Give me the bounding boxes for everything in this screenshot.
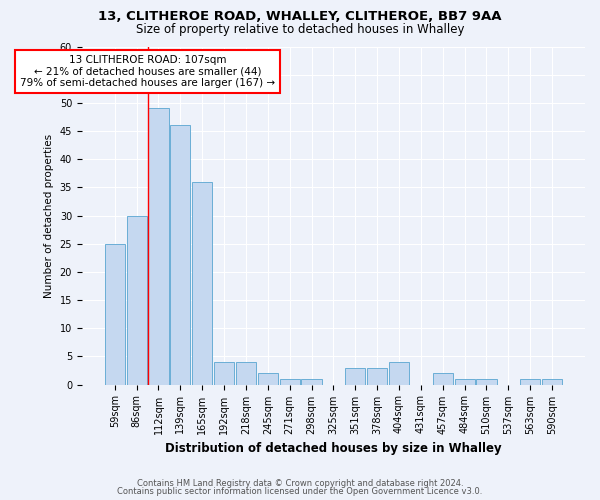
- Text: 13 CLITHEROE ROAD: 107sqm
← 21% of detached houses are smaller (44)
79% of semi-: 13 CLITHEROE ROAD: 107sqm ← 21% of detac…: [20, 55, 275, 88]
- Bar: [433, 374, 453, 384]
- Bar: [367, 368, 387, 384]
- Bar: [104, 244, 125, 384]
- Bar: [301, 379, 322, 384]
- Text: 13, CLITHEROE ROAD, WHALLEY, CLITHEROE, BB7 9AA: 13, CLITHEROE ROAD, WHALLEY, CLITHEROE, …: [98, 10, 502, 23]
- Bar: [192, 182, 212, 384]
- Bar: [389, 362, 409, 384]
- Text: Contains public sector information licensed under the Open Government Licence v3: Contains public sector information licen…: [118, 487, 482, 496]
- Bar: [476, 379, 497, 384]
- Bar: [148, 108, 169, 384]
- Bar: [170, 126, 190, 384]
- Bar: [542, 379, 562, 384]
- Bar: [280, 379, 300, 384]
- Text: Size of property relative to detached houses in Whalley: Size of property relative to detached ho…: [136, 22, 464, 36]
- Bar: [127, 216, 146, 384]
- Bar: [258, 374, 278, 384]
- Bar: [236, 362, 256, 384]
- Bar: [214, 362, 234, 384]
- X-axis label: Distribution of detached houses by size in Whalley: Distribution of detached houses by size …: [165, 442, 502, 455]
- Bar: [520, 379, 540, 384]
- Y-axis label: Number of detached properties: Number of detached properties: [44, 134, 54, 298]
- Bar: [455, 379, 475, 384]
- Bar: [345, 368, 365, 384]
- Text: Contains HM Land Registry data © Crown copyright and database right 2024.: Contains HM Land Registry data © Crown c…: [137, 478, 463, 488]
